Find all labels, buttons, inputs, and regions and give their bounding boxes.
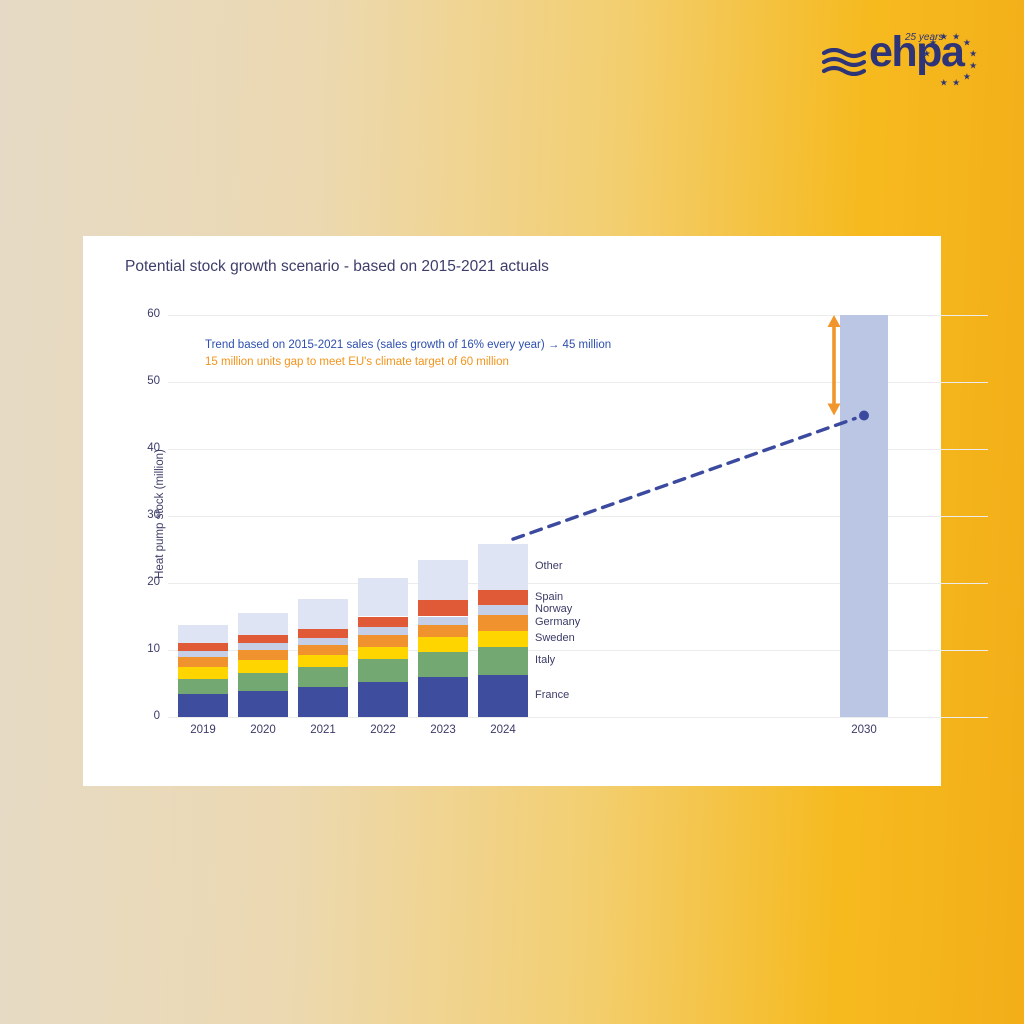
bar-segment-italy [298,666,348,687]
bar-segment-norway [358,626,408,636]
x-tick-label: 2020 [250,724,276,736]
chart-title: Potential stock growth scenario - based … [125,258,549,275]
trend-annotation: Trend based on 2015-2021 sales (sales gr… [205,339,612,351]
series-label-spain: Spain [535,590,564,603]
series-label-italy: Italy [535,653,556,666]
gridline [168,717,988,718]
waves-icon [822,48,866,76]
y-tick-label: 30 [147,509,160,521]
bar-segment-spain [238,634,288,643]
star-icon: ★ [969,60,978,71]
bar-segment-sweden [178,666,228,679]
bar-segment-italy [358,658,408,683]
series-label-sweden: Sweden [535,631,575,644]
bar-segment-france [358,682,408,717]
star-icon: ★ [952,77,961,88]
plot-area: Trend based on 2015-2021 sales (sales gr… [147,308,988,736]
series-label-france: France [535,688,570,701]
gridline [168,583,988,584]
x-tick-label: 2023 [430,724,456,736]
bar-segment-sweden [358,646,408,659]
star-icon: ★ [939,31,948,42]
y-tick-label: 50 [147,375,160,387]
y-tick-label: 60 [147,308,160,320]
target-bar-2030 [840,315,888,717]
bar-segment-other [358,578,408,617]
y-tick-label: 40 [147,442,160,454]
x-tick-label: 2019 [190,724,216,736]
bar-segment-france [298,686,348,717]
bar-segment-norway [478,605,528,616]
x-tick-label: 2021 [310,724,336,736]
gap-arrow-head-up [827,315,841,327]
gridline [168,382,988,383]
gridline [168,315,988,316]
bar-segment-other [298,599,348,629]
x-tick-label: 2030 [851,724,877,736]
bar-segment-norway [418,616,468,626]
gap-arrow-head-down [827,403,841,416]
bar-segment-france [418,677,468,717]
x-tick-label: 2024 [490,724,516,736]
bar-segment-spain [298,628,348,638]
bar-segment-norway [178,650,228,658]
bar-segment-france [238,690,288,717]
bar-segment-sweden [418,637,468,652]
bar-segment-italy [418,652,468,678]
bar-segment-germany [358,635,408,647]
bar-segment-germany [478,615,528,631]
bar-segment-sweden [298,654,348,667]
anniversary-label: 25 years [905,32,944,43]
bar-segment-germany [238,650,288,661]
bar-segment-other [418,559,468,601]
bar-segment-sweden [478,630,528,647]
star-icon: ★ [922,48,931,59]
bar-segment-other [178,624,228,644]
series-label-other: Other [535,560,563,573]
trend-dashed-line [511,416,857,541]
star-icon: ★ [939,77,948,88]
bar-segment-spain [418,600,468,617]
y-tick-label: 20 [147,576,160,588]
bar-segment-germany [418,625,468,638]
x-tick-label: 2022 [370,724,396,736]
gap-annotation: 15 million units gap to meet EU's climat… [205,356,509,368]
star-icon: ★ [962,71,972,82]
bar-segment-other [238,613,288,635]
bar-segment-norway [298,637,348,645]
y-tick-label: 10 [147,643,160,655]
eu-stars: ★ ★ ★ ★ ★ ★ ★ ★ ★ ★ [922,31,978,88]
y-tick-label: 0 [153,710,160,722]
bar-segment-spain [478,590,528,606]
bar-segment-italy [178,678,228,695]
bar-segment-italy [478,646,528,675]
bar-segment-germany [178,657,228,667]
bar-segment-italy [238,673,288,691]
bar-segment-norway [238,642,288,650]
star-icon: ★ [928,37,938,48]
bar-segment-germany [298,644,348,655]
star-icon: ★ [952,31,961,42]
bar-segment-france [178,694,228,717]
bar-segment-spain [358,616,408,627]
star-icon: ★ [969,48,978,59]
gridline [168,650,988,651]
chart-card: Potential stock growth scenario - based … [83,236,988,786]
ehpa-logo: ehpa 25 years ★ ★ ★ ★ ★ ★ ★ ★ ★ ★ [822,26,977,92]
series-label-germany: Germany [535,615,581,628]
star-icon: ★ [962,37,972,48]
series-label-norway: Norway [535,603,573,616]
bar-segment-spain [178,643,228,651]
brand-wordmark: ehpa [869,28,965,76]
bar-segment-france [478,674,528,717]
bar-segment-other [478,544,528,591]
bar-segment-sweden [238,660,288,674]
